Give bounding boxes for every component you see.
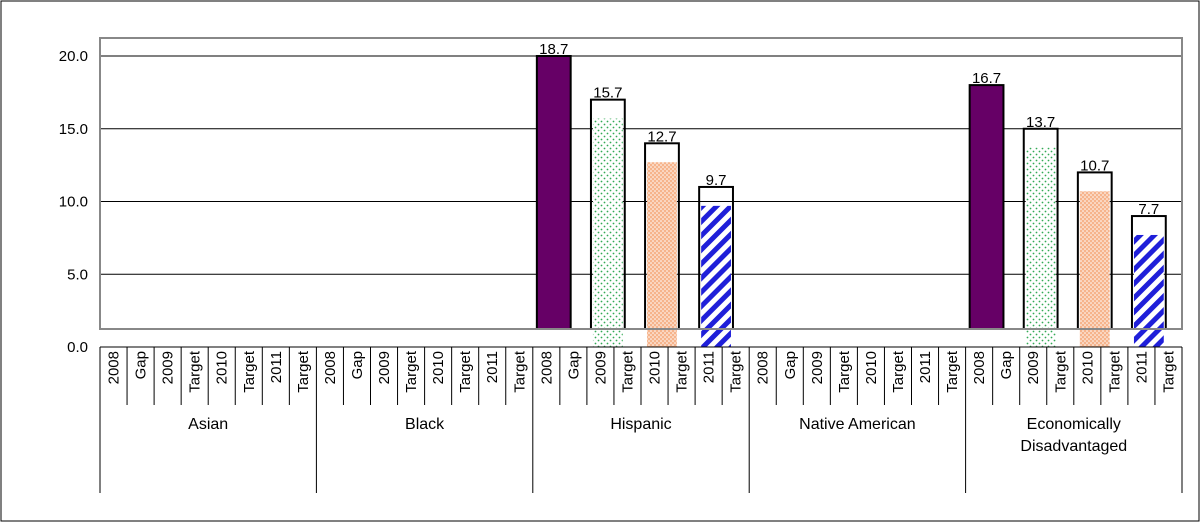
x-tick-label: Gap — [782, 351, 799, 379]
bar-value-label: 10.7 — [1080, 157, 1109, 174]
x-tick-label: 2008 — [755, 351, 772, 384]
x-tick-label: Target — [674, 350, 691, 393]
x-tick-label: 2010 — [1079, 351, 1096, 384]
bar-gap-fill — [647, 162, 677, 347]
x-tick-label: 2008 — [106, 351, 123, 384]
y-tick-label: 15.0 — [59, 121, 88, 138]
x-tick-label: Target — [1160, 350, 1177, 393]
y-tick-label: 10.0 — [59, 194, 88, 211]
x-tick-label: Target — [1052, 350, 1069, 393]
bar-gap-fill — [701, 205, 731, 347]
group-label: Black — [405, 416, 445, 433]
bar-2008-gap — [968, 84, 1005, 330]
x-tick-label: Gap — [998, 351, 1015, 379]
group-label: Asian — [188, 416, 228, 433]
x-tick-label: 2008 — [538, 351, 555, 384]
x-tick-label: 2011 — [484, 351, 501, 383]
x-tick-label: 2010 — [647, 351, 664, 384]
bar-gap-fill — [592, 118, 623, 347]
x-tick-label: 2011 — [1133, 351, 1150, 383]
x-tick-label: 2009 — [160, 351, 177, 384]
x-tick-label: Target — [241, 350, 258, 393]
x-tick-label: 2008 — [322, 351, 339, 384]
bar-value-label: 12.7 — [647, 128, 676, 145]
x-tick-label: 2009 — [376, 351, 393, 384]
x-tick-label: 2009 — [592, 351, 609, 384]
x-tick-label: Target — [403, 350, 420, 393]
x-tick-label: Target — [511, 350, 528, 393]
bar-value-label: 15.7 — [593, 85, 622, 102]
x-tick-label: 2010 — [214, 351, 231, 384]
x-tick-label: Target — [187, 350, 204, 393]
data-labels: 18.7 15.7 12.7 9.7 16.7 13.7 10.7 7.7 — [539, 41, 1159, 218]
bar-value-label: 13.7 — [1026, 114, 1055, 131]
x-tick-label: 2010 — [863, 351, 880, 384]
bar-gap-fill — [1079, 191, 1110, 347]
bar-value-label: 9.7 — [706, 172, 727, 189]
group-label: Disadvantaged — [1020, 438, 1127, 455]
x-tick-label: Target — [1106, 350, 1123, 393]
group-label: Native American — [799, 416, 916, 433]
y-tick-label: 5.0 — [67, 266, 88, 283]
bar-value-label: 18.7 — [539, 41, 568, 58]
x-tick-label: 2011 — [268, 351, 285, 383]
x-tick-label: 2008 — [971, 351, 988, 384]
x-tick-label: Target — [944, 350, 961, 393]
x-tick-label: 2011 — [701, 351, 718, 383]
gridlines — [100, 55, 1182, 275]
x-tick-label: Target — [295, 350, 312, 393]
y-tick-label: 20.0 — [59, 48, 88, 65]
x-tick-label: Target — [836, 350, 853, 393]
x-tick-label: 2009 — [1025, 351, 1042, 384]
x-tick-label: 2011 — [917, 351, 934, 383]
x-tick-label: Target — [619, 350, 636, 393]
x-tick-label: Gap — [349, 351, 366, 379]
x-tick-label: Target — [728, 350, 745, 393]
x-tick-label: Gap — [565, 351, 582, 379]
y-tick-label: 0.0 — [67, 339, 88, 356]
bar-2008-gap — [535, 55, 572, 330]
x-tick-label: 2010 — [430, 351, 447, 384]
x-tick-label: Target — [890, 350, 907, 393]
plot-area-border — [99, 37, 1183, 330]
x-tick-label: Gap — [133, 351, 150, 379]
group-label: Economically — [1027, 416, 1121, 433]
bar-gap-fill — [1133, 234, 1164, 347]
x-tick-label: 2009 — [809, 351, 826, 384]
bar-gap-fill — [1025, 147, 1056, 347]
group-label: Hispanic — [610, 416, 671, 433]
bar-value-label: 16.7 — [972, 70, 1001, 87]
x-tick-label: Target — [457, 350, 474, 393]
bar-value-label: 7.7 — [1138, 201, 1159, 218]
